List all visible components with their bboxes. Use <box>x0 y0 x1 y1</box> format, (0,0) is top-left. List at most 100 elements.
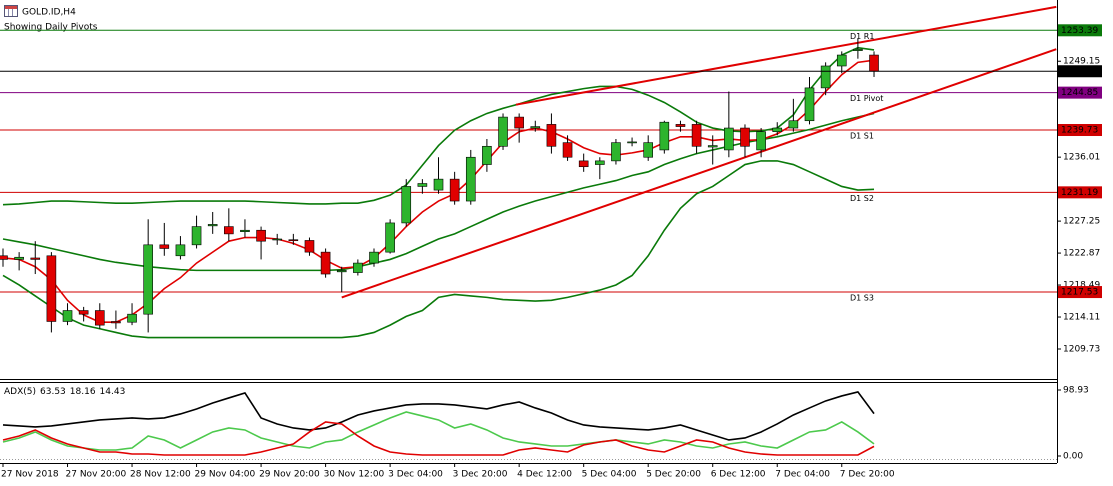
pivot-label: D1 R1 <box>850 32 874 41</box>
chart-subtitle: Showing Daily Pivots <box>4 23 98 33</box>
candle-body <box>788 120 799 129</box>
x-tick-label: 7 Dec 20:00 <box>840 470 895 480</box>
candle-body <box>175 244 186 257</box>
candle-body <box>272 238 283 241</box>
candle-body <box>385 222 395 253</box>
price-box-label: 1217.53 <box>1061 288 1098 298</box>
price-box <box>1058 286 1102 299</box>
candle-body <box>14 256 24 260</box>
candle-body <box>369 251 379 264</box>
candle-body <box>449 178 460 202</box>
candle-body <box>240 229 250 232</box>
trendline <box>341 48 1057 299</box>
indicator-value: 63.53 <box>40 387 66 397</box>
candle-body <box>417 183 428 187</box>
pivot-label: D1 S2 <box>850 194 874 203</box>
price-box-label: 1231.19 <box>1061 188 1098 198</box>
price-box <box>1058 65 1102 78</box>
candle-body <box>0 255 8 260</box>
indicator-line <box>2 421 875 456</box>
trendline <box>515 5 1057 106</box>
candle-body <box>320 251 331 275</box>
pivot-label: D1 S3 <box>850 294 874 303</box>
indicator-line <box>2 411 875 451</box>
x-tick-label: 28 Nov 12:00 <box>130 470 191 480</box>
y-tick-label: 0.00 <box>1063 451 1083 461</box>
x-tick-label: 27 Nov 2018 <box>1 470 59 480</box>
candle-body <box>498 116 508 147</box>
y-tick-label: 1209.73 <box>1063 344 1100 354</box>
candle-body <box>304 240 315 253</box>
pivot-label: D1 Pivot <box>850 94 883 103</box>
candle-body <box>675 124 686 127</box>
x-tick-label: 5 Dec 20:00 <box>646 470 701 480</box>
candle-body <box>740 127 750 147</box>
candle-body <box>756 131 766 151</box>
y-tick-label: 1218.49 <box>1063 281 1100 291</box>
candle-body <box>482 145 492 165</box>
x-tick-label: 6 Dec 12:00 <box>711 470 766 480</box>
y-tick-label: 1227.25 <box>1063 217 1100 227</box>
indicator-value: 14.43 <box>100 387 126 397</box>
candle-body <box>401 186 412 224</box>
candle-body <box>643 142 654 158</box>
candle-body <box>724 127 734 151</box>
icon-frame <box>4 5 18 17</box>
candle-body <box>62 310 73 322</box>
pivot-label: D1 S1 <box>850 132 874 141</box>
candle-body <box>853 48 863 51</box>
indicator-value: 18.16 <box>70 387 96 397</box>
candle-body <box>869 54 879 72</box>
candle-body <box>256 229 266 242</box>
price-box-label: 1247.78 <box>1061 67 1098 77</box>
candle-body <box>159 244 170 249</box>
candle-body <box>143 244 153 315</box>
candle-body <box>78 310 89 315</box>
candle-body <box>514 116 524 129</box>
y-tick-label: 98.93 <box>1063 385 1089 395</box>
x-tick-label: 3 Dec 04:00 <box>388 470 443 480</box>
candle-body <box>191 226 202 246</box>
candle-body <box>691 124 702 147</box>
candle-body <box>465 156 476 202</box>
price-box <box>1058 86 1102 99</box>
candle-body <box>627 141 637 144</box>
indicator-header: ADX(5) 63.53 18.16 14.43 <box>4 387 125 397</box>
candle-body <box>804 87 815 122</box>
candle-body <box>707 145 718 148</box>
candle-body <box>611 142 621 162</box>
y-tick-label: 1236.01 <box>1063 153 1100 163</box>
candle-body <box>595 160 605 165</box>
candle-body <box>30 257 41 260</box>
indicator-line <box>2 391 875 441</box>
x-tick-label: 4 Dec 12:00 <box>517 470 572 480</box>
candle-body <box>46 255 57 322</box>
price-box-label: 1253.39 <box>1061 26 1098 36</box>
candle-body <box>94 310 105 326</box>
indicator-name: ADX(5) <box>4 387 36 397</box>
candle-body <box>353 262 363 273</box>
x-tick-label: 27 Nov 20:00 <box>66 470 127 480</box>
candle-body <box>224 226 234 235</box>
y-tick-label: 1214.11 <box>1063 313 1100 323</box>
price-box <box>1058 186 1102 199</box>
price-box <box>1058 24 1102 37</box>
x-tick-label: 29 Nov 04:00 <box>195 470 256 480</box>
chart-title: GOLD.ID,H4 <box>22 8 76 18</box>
candle-body <box>772 127 783 132</box>
candle-body <box>836 54 847 67</box>
candle-body <box>820 65 831 89</box>
x-tick-label: 7 Dec 04:00 <box>775 470 830 480</box>
candle-body <box>336 270 347 273</box>
price-box-label: 1239.73 <box>1061 126 1098 136</box>
candle-body <box>207 224 218 227</box>
candle-body <box>546 124 557 147</box>
price-box <box>1058 124 1102 137</box>
candle-body <box>562 142 573 158</box>
candle-body <box>578 160 589 168</box>
y-tick-label: 1249.15 <box>1063 57 1100 67</box>
indicator-line <box>2 160 875 339</box>
x-tick-label: 29 Nov 20:00 <box>259 470 320 480</box>
